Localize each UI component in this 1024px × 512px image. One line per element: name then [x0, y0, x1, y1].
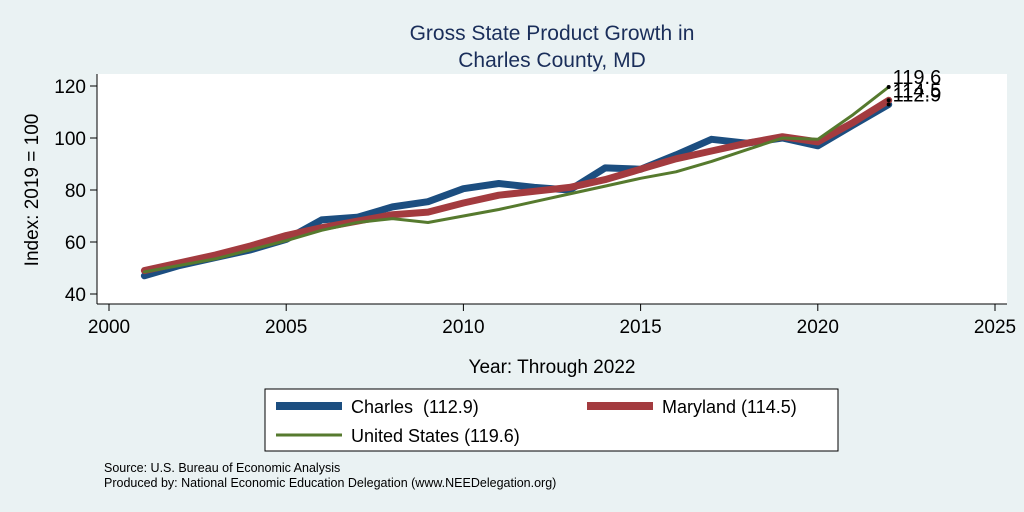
y-tick-label: 60	[65, 233, 86, 254]
y-tick-label: 120	[54, 77, 86, 98]
series-line-maryland	[140, 96, 893, 275]
x-axis-title: Year: Through 2022	[469, 357, 636, 378]
source-note: Source: U.S. Bureau of Economic Analysis	[104, 461, 340, 475]
x-tick-label: 2015	[619, 317, 661, 338]
chart-title-line-2: Charles County, MD	[458, 49, 646, 72]
produced-note: Produced by: National Economic Education…	[104, 476, 556, 490]
x-axis: 2000 2005 2010 2015 2020 2025	[88, 303, 1016, 338]
legend-label-charles: Charles (112.9)	[351, 397, 479, 417]
y-tick-label: 100	[54, 129, 86, 150]
series-layer	[140, 85, 893, 280]
series-line-united-states	[142, 85, 891, 274]
legend-label-united-states: United States (119.6)	[351, 426, 520, 446]
legend: Charles (112.9) Maryland (114.5) United …	[264, 388, 839, 452]
y-axis: 40 60 80 100 120	[54, 74, 98, 306]
legend-box	[264, 388, 839, 452]
x-tick-label: 2010	[442, 317, 484, 338]
x-tick-label: 2025	[974, 317, 1016, 338]
end-value-label: 119.6	[893, 67, 942, 89]
x-tick-label: 2005	[265, 317, 307, 338]
chart-title-line-1: Gross State Product Growth in	[410, 22, 695, 45]
y-tick-label: 80	[65, 181, 86, 202]
end-point-marker	[886, 102, 891, 107]
legend-label-maryland: Maryland (114.5)	[662, 397, 797, 417]
x-tick-label: 2000	[88, 317, 130, 338]
y-axis-title: Index: 2019 = 100	[22, 114, 43, 267]
end-point-marker	[886, 85, 891, 90]
end-point-marker	[886, 98, 891, 103]
x-tick-label: 2020	[797, 317, 839, 338]
y-tick-label: 40	[65, 285, 86, 306]
end-value-label: 114.5	[893, 80, 942, 102]
end-value-label: 112.9	[893, 84, 942, 106]
